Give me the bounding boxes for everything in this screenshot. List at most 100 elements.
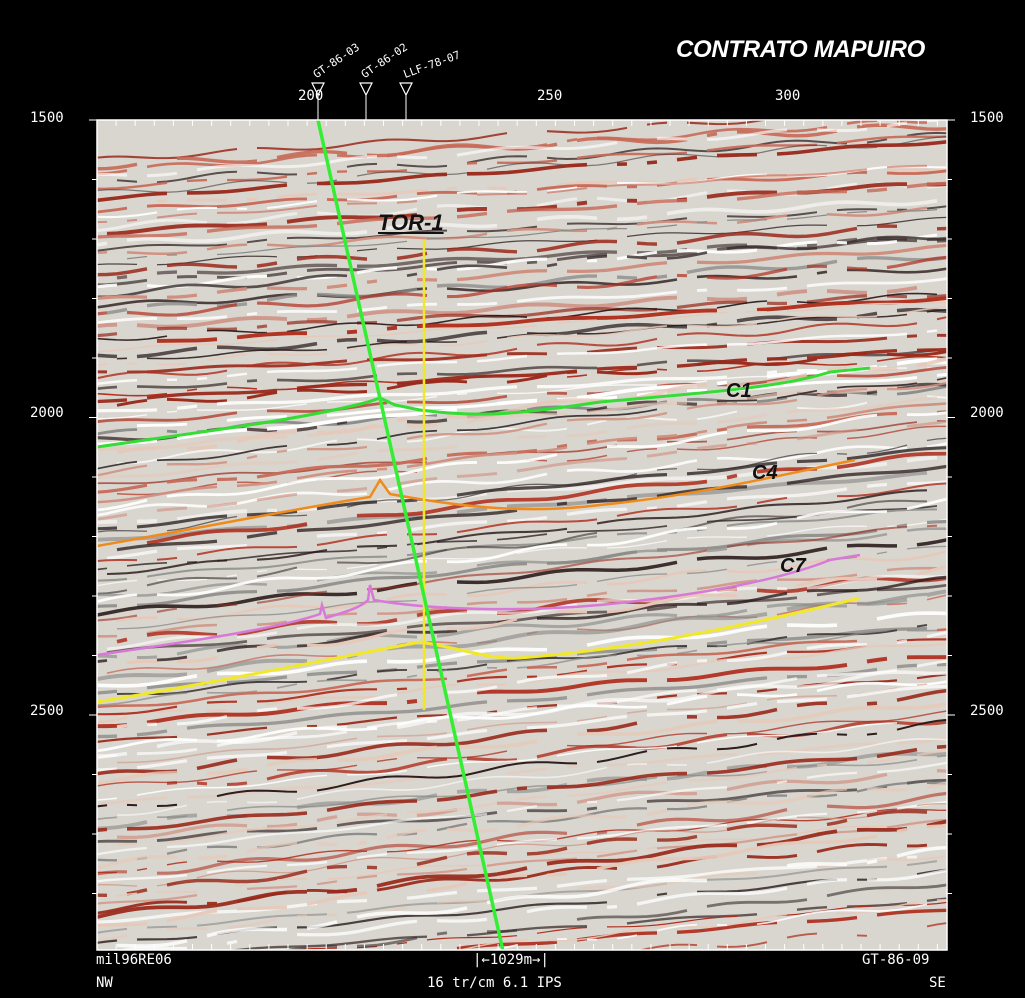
reflector-line bbox=[116, 308, 947, 360]
reflector-line bbox=[97, 376, 947, 470]
page-title: CONTRATO MAPUIRO bbox=[676, 36, 925, 63]
reflector-line bbox=[106, 480, 947, 560]
reflector-line bbox=[97, 519, 947, 608]
reflector-line bbox=[97, 198, 938, 247]
reflector-line bbox=[116, 350, 947, 407]
reflector-line bbox=[97, 791, 947, 876]
reflector-line bbox=[97, 819, 947, 919]
seismic-reflectors bbox=[97, 120, 947, 950]
reflector-line bbox=[97, 718, 947, 808]
reflector-line bbox=[97, 684, 947, 772]
reflector-line bbox=[97, 680, 947, 753]
reflector-line bbox=[116, 236, 947, 280]
horizon-line-c1 bbox=[97, 366, 871, 449]
top-axis-label-250: 250 bbox=[537, 88, 563, 104]
reflector-line bbox=[97, 761, 947, 856]
horizon-line-c7 bbox=[97, 553, 861, 657]
reflector-line bbox=[97, 233, 938, 289]
reflector-line bbox=[97, 628, 947, 709]
reflector-line bbox=[637, 922, 947, 950]
reflector-line bbox=[97, 243, 947, 301]
reflector-line bbox=[116, 749, 947, 847]
reflector-line bbox=[97, 688, 947, 776]
reflector-line bbox=[97, 396, 938, 479]
reflector-line bbox=[106, 489, 928, 576]
horizon-line-yellow bbox=[97, 596, 861, 704]
reflector-line bbox=[114, 868, 947, 950]
reflector-line bbox=[156, 296, 947, 343]
reflector-line bbox=[97, 329, 938, 386]
well-pointer-gt-86-02 bbox=[359, 82, 373, 97]
reflector-line bbox=[126, 565, 947, 665]
right-axis-label-2500: 2500 bbox=[970, 703, 1004, 719]
reflector-line bbox=[146, 451, 947, 545]
left-axis-label-2500: 2500 bbox=[30, 703, 64, 719]
reflector-line bbox=[97, 411, 947, 512]
horizon-line-c4 bbox=[97, 458, 856, 548]
reflector-line bbox=[97, 642, 947, 724]
reflector-line bbox=[97, 333, 947, 374]
reflector-line bbox=[116, 768, 947, 840]
well-marker-label: TOR-1 bbox=[378, 210, 444, 235]
reflector-line bbox=[97, 803, 947, 887]
reflector-line bbox=[97, 292, 938, 341]
reflector-line bbox=[97, 140, 947, 203]
reflector-line bbox=[166, 720, 947, 787]
reflector-line bbox=[116, 131, 947, 184]
scale-bar-left: |← bbox=[473, 952, 490, 968]
scale-bar-right: →| bbox=[532, 952, 549, 968]
footer-right-bottom: SE bbox=[929, 975, 946, 991]
reflector-line bbox=[97, 277, 947, 325]
reflector-line bbox=[97, 367, 947, 420]
reflector-line bbox=[97, 437, 947, 533]
reflector-line bbox=[97, 800, 947, 883]
scale-bar-value: 1029m bbox=[489, 952, 533, 968]
reflector-line bbox=[97, 181, 947, 239]
reflector-line bbox=[116, 631, 947, 729]
axis-ticks bbox=[89, 119, 955, 950]
reflector-line bbox=[97, 316, 947, 380]
reflector-line bbox=[97, 497, 947, 603]
reflector-line bbox=[282, 883, 947, 950]
horizon-label-c4: C4 bbox=[752, 462, 778, 484]
reflector-line bbox=[97, 255, 947, 317]
top-axis-label-300: 300 bbox=[775, 88, 801, 104]
fault-line bbox=[316, 120, 505, 950]
well-pointer-llf-78-07 bbox=[399, 82, 413, 97]
footer-center-bottom: 16 tr/cm 6.1 IPS bbox=[427, 975, 562, 991]
reflector-line bbox=[97, 205, 947, 252]
well-pointers bbox=[311, 82, 413, 120]
reflector-line bbox=[97, 524, 938, 622]
reflector-line bbox=[97, 120, 938, 178]
reflector-line bbox=[97, 224, 947, 277]
footer-left-bottom: NW bbox=[96, 975, 113, 991]
right-axis-label-2000: 2000 bbox=[970, 405, 1004, 421]
reflector-line bbox=[116, 356, 947, 455]
footer-left-top: mil96RE06 bbox=[96, 952, 172, 968]
horizon-label-c7: C7 bbox=[780, 555, 806, 577]
footer-right-top: GT-86-09 bbox=[862, 952, 930, 968]
reflector-line bbox=[97, 419, 947, 521]
horizon-lines bbox=[97, 120, 871, 950]
horizon-label-c1: C1 bbox=[726, 380, 752, 402]
reflector-line bbox=[97, 737, 947, 807]
right-axis-label-1500: 1500 bbox=[970, 110, 1004, 126]
reflector-line bbox=[117, 738, 947, 816]
reflector-line bbox=[97, 659, 947, 760]
reflector-line bbox=[97, 701, 947, 786]
reflector-line bbox=[97, 305, 947, 366]
reflector-line bbox=[116, 845, 947, 948]
reflector-line bbox=[106, 574, 947, 651]
reflector-line bbox=[97, 781, 947, 870]
reflector-line bbox=[97, 566, 938, 638]
reflector-line bbox=[126, 208, 938, 260]
reflector-line bbox=[97, 301, 947, 353]
footer-scale-bar: |←1029m→| bbox=[473, 952, 549, 968]
reflector-line bbox=[97, 235, 947, 299]
well-pointer-gt-86-03 bbox=[311, 82, 325, 97]
reflector-line bbox=[97, 824, 947, 927]
reflector-line bbox=[97, 482, 947, 562]
reflector-line bbox=[97, 655, 947, 729]
reflector-line bbox=[97, 518, 947, 587]
